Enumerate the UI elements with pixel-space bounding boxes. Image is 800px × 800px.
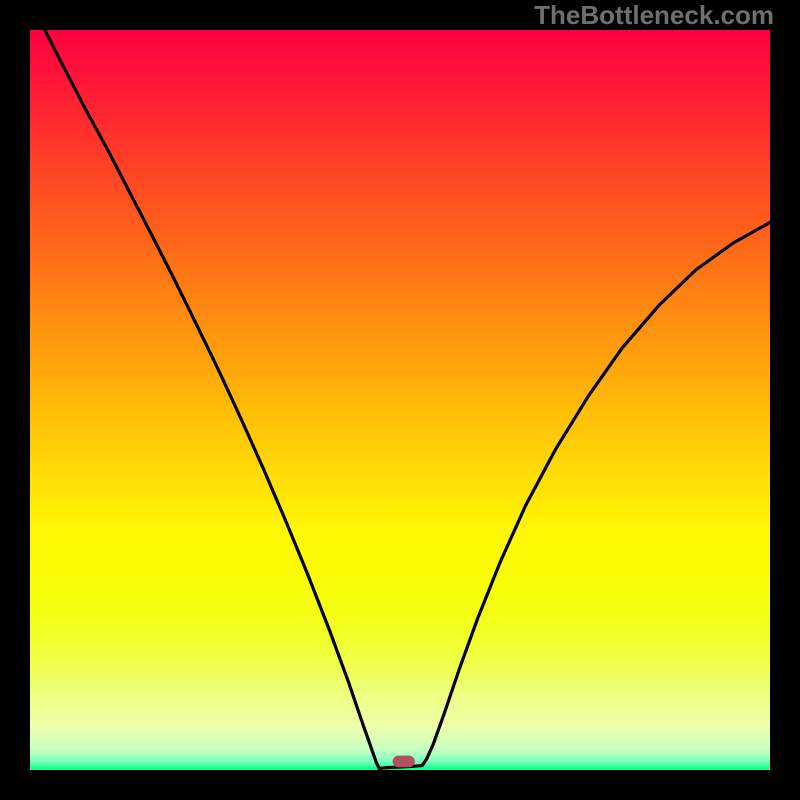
chart-frame: TheBottleneck.com [0,0,800,800]
watermark-text: TheBottleneck.com [534,0,774,31]
bottleneck-chart [30,30,770,770]
plot-background [30,30,770,770]
minimum-marker [393,756,415,768]
